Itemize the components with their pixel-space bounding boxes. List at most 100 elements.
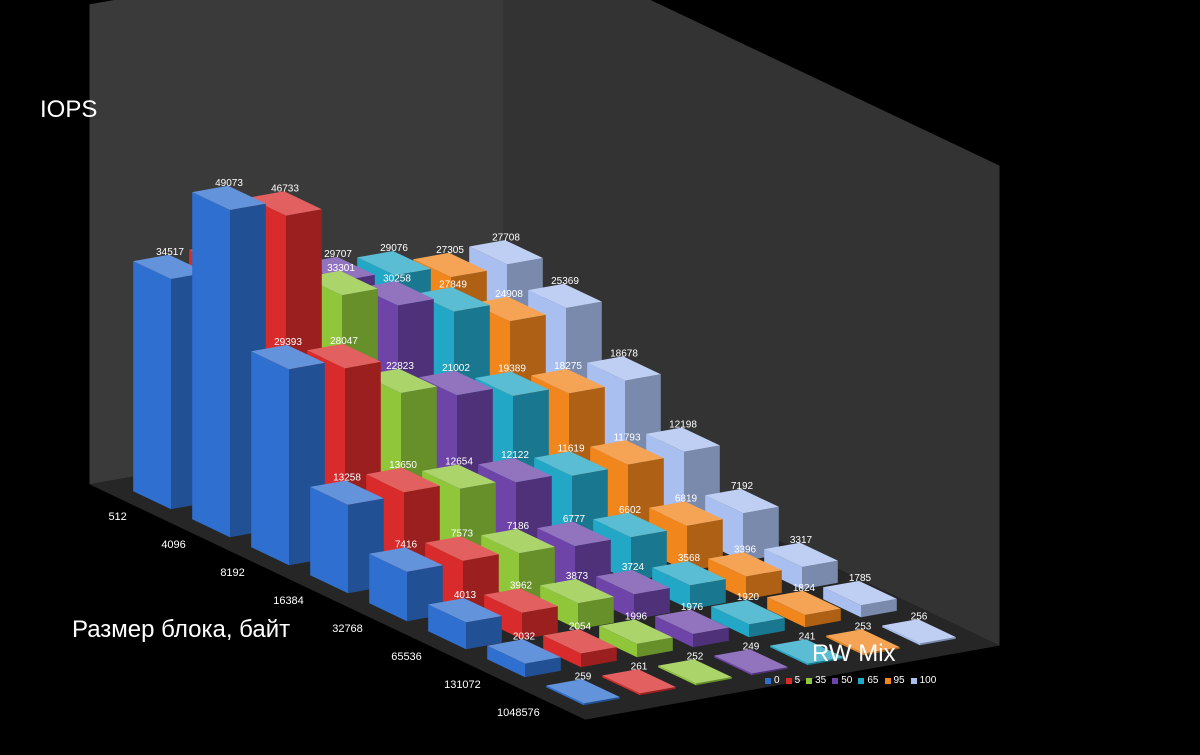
z-axis-label: RW Mix <box>812 640 896 667</box>
data-label: 7192 <box>731 481 754 492</box>
bar-top-face <box>646 427 720 452</box>
bar-front-face <box>310 486 348 594</box>
bar-front-face <box>484 594 522 640</box>
bar-side-face <box>581 647 617 668</box>
bar-side-face <box>696 677 732 686</box>
bar-side-face <box>808 657 844 666</box>
bar-top-face <box>192 185 266 210</box>
bar-side-face <box>634 587 670 620</box>
bar-top-face <box>652 561 726 586</box>
bar-0-65536: 4013 <box>428 590 502 650</box>
bar-top-face <box>705 488 779 514</box>
bar-top-face <box>602 669 676 694</box>
bar-top-face <box>599 619 673 644</box>
bar-65-131072: 1920 <box>711 592 785 638</box>
bar-front-face <box>599 625 637 658</box>
bar-top-face <box>304 270 378 296</box>
x-tick-label: 32768 <box>332 623 363 635</box>
bar-side-face <box>578 596 614 630</box>
bar-front-face <box>882 625 920 646</box>
bar-top-face <box>478 458 552 483</box>
bar-top-face <box>823 580 897 606</box>
data-label: 241 <box>799 631 816 642</box>
bar-top-face <box>363 368 437 393</box>
bar-top-face <box>469 240 543 265</box>
x-tick-label: 131072 <box>444 679 481 691</box>
legend-swatch <box>806 677 813 684</box>
data-label: 29707 <box>324 249 352 260</box>
bar-top-face <box>649 501 723 526</box>
legend-item: 0 <box>765 675 780 686</box>
legend-label: 95 <box>893 675 905 686</box>
bar-front-face <box>714 655 752 676</box>
bar-top-face <box>655 609 729 634</box>
bar-65-65536: 3568 <box>652 553 726 610</box>
bar-top-face <box>413 252 487 278</box>
legend-item: 95 <box>884 675 905 686</box>
data-label: 3724 <box>622 562 645 573</box>
bar-side-face <box>640 687 676 696</box>
bar-35-131072: 1996 <box>599 612 673 658</box>
bar-top-face <box>475 371 549 396</box>
bar-top-face <box>369 547 443 572</box>
bar-top-face <box>484 588 558 613</box>
bar-top-face <box>590 440 664 465</box>
bar-0-32768: 7416 <box>369 540 443 622</box>
bar-front-face <box>767 597 805 628</box>
bar-front-face <box>708 558 746 600</box>
bar-side-face <box>805 608 841 628</box>
data-label: 29393 <box>274 337 302 348</box>
bar-front-face <box>369 553 407 622</box>
data-label: 1976 <box>681 602 704 613</box>
bar-front-face <box>655 616 693 648</box>
legend-swatch <box>785 677 792 684</box>
bar-top-face <box>419 370 493 396</box>
x-axis-label: Размер блока, байт <box>72 616 291 643</box>
data-label: 1785 <box>849 573 872 584</box>
data-label: 18275 <box>554 361 582 372</box>
data-label: 12654 <box>445 457 473 468</box>
bar-side-face <box>525 657 561 678</box>
bar-65-32768: 6602 <box>593 505 667 582</box>
data-label: 3568 <box>678 553 701 564</box>
bar-top-face <box>133 254 207 279</box>
data-label: 7186 <box>507 521 530 532</box>
bar-top-face <box>543 629 617 654</box>
bar-top-face <box>658 659 732 684</box>
legend-item: 5 <box>785 675 800 686</box>
bar-front-face <box>543 635 581 668</box>
bar-side-face <box>802 560 838 590</box>
data-label: 19389 <box>498 364 526 375</box>
data-label: 49073 <box>215 178 243 189</box>
data-label: 21002 <box>442 363 470 374</box>
legend-swatch <box>884 677 891 684</box>
legend-item: 50 <box>832 675 852 686</box>
x-tick-label: 16384 <box>273 595 304 607</box>
bar-50-65536: 3724 <box>596 562 670 620</box>
data-label: 6602 <box>619 505 642 516</box>
bar-65-1048576: 241 <box>770 631 844 666</box>
legend-label: 50 <box>841 675 853 686</box>
bar-side-face <box>861 598 897 618</box>
bar-side-face <box>584 697 620 706</box>
bar-100-65536: 3317 <box>764 535 838 590</box>
bar-side-face <box>466 616 502 650</box>
bar-side-face <box>522 606 558 640</box>
bar-front-face <box>652 567 690 610</box>
bar-front-face <box>192 192 230 538</box>
legend: 0 5 35 50 65 95 100 <box>765 675 936 686</box>
bar-front-face <box>540 585 578 630</box>
data-label: 7573 <box>451 529 474 540</box>
bar-side-face <box>746 570 782 600</box>
bar-100-131072: 1785 <box>823 573 897 618</box>
bar-top-face <box>593 512 667 538</box>
bar-95-131072: 1824 <box>767 583 841 628</box>
bar-front-face <box>133 261 171 510</box>
bar-side-face <box>743 506 779 562</box>
data-label: 24908 <box>495 289 523 300</box>
bar-top-face <box>770 639 844 664</box>
data-label: 29076 <box>380 243 408 254</box>
data-label: 261 <box>631 661 648 672</box>
bar-top-face <box>826 629 900 654</box>
data-label: 18678 <box>610 348 638 359</box>
